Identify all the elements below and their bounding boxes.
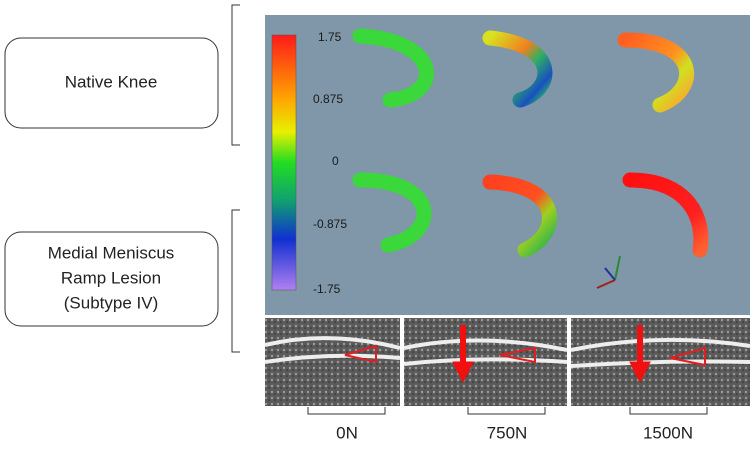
load-arrows <box>452 325 651 384</box>
column-label: 750N <box>487 423 528 442</box>
meniscus <box>622 172 709 258</box>
scale-bar <box>467 407 546 415</box>
axis-arrow <box>604 267 616 281</box>
row-label: Ramp Lesion <box>61 268 161 287</box>
mri-image <box>265 318 400 406</box>
row-box <box>4 37 219 129</box>
load-arrow-head <box>452 361 474 384</box>
meniscus <box>617 32 694 113</box>
row-label: Medial Meniscus <box>48 243 175 262</box>
colorbar-tick: 0 <box>332 154 339 168</box>
meniscus-group <box>352 28 709 258</box>
mri-structure <box>264 336 401 364</box>
row-label: (Subtype IV) <box>64 293 159 312</box>
colorbar-tick: 0.875 <box>313 92 343 106</box>
colorbar-tick: -0.875 <box>313 217 347 231</box>
meniscus <box>482 174 557 258</box>
column-label: 1500N <box>643 423 693 442</box>
mri-structure <box>403 338 568 366</box>
colorbar-tick: -1.75 <box>313 282 341 296</box>
mri-strip <box>264 318 751 406</box>
lesion-marker <box>669 346 706 367</box>
scale-bar <box>307 407 386 415</box>
load-arrow-head <box>629 361 651 384</box>
colorbar <box>271 34 297 291</box>
bracket <box>231 209 240 353</box>
model-panel <box>265 15 750 315</box>
row-label: Native Knee <box>65 72 158 91</box>
axes-triad <box>596 255 621 289</box>
scale-bar <box>629 407 708 415</box>
colorbar-tick: 1.75 <box>318 30 342 44</box>
lesion-marker <box>344 344 377 364</box>
axis-arrow <box>614 255 621 281</box>
meniscus <box>352 172 432 253</box>
axis-arrow <box>596 279 616 289</box>
lesion-marker <box>499 346 536 364</box>
column-label: 0N <box>336 423 358 442</box>
meniscus <box>482 30 553 108</box>
row-box <box>4 231 219 327</box>
bracket <box>231 4 240 146</box>
meniscus <box>352 28 434 108</box>
mri-structure <box>570 337 751 368</box>
